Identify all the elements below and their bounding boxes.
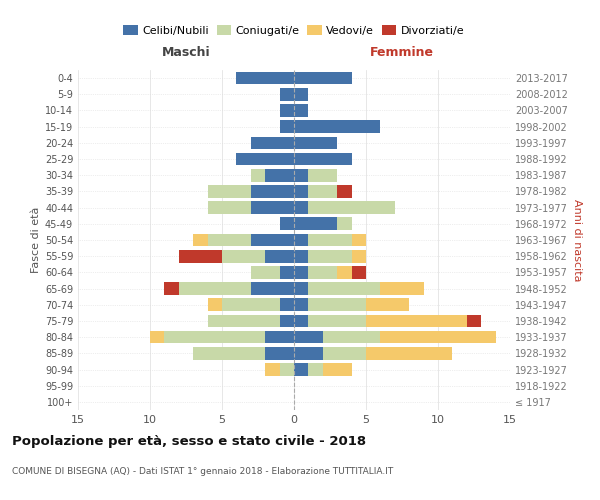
Y-axis label: Fasce di età: Fasce di età — [31, 207, 41, 273]
Bar — [280, 298, 294, 311]
Bar — [308, 363, 323, 376]
Bar — [265, 347, 294, 360]
Bar — [323, 347, 366, 360]
Bar — [164, 282, 179, 295]
Text: COMUNE DI BISEGNA (AQ) - Dati ISTAT 1° gennaio 2018 - Elaborazione TUTTITALIA.IT: COMUNE DI BISEGNA (AQ) - Dati ISTAT 1° g… — [12, 468, 393, 476]
Bar — [294, 218, 337, 230]
Bar — [294, 104, 308, 117]
Bar — [308, 298, 366, 311]
Bar — [380, 282, 424, 295]
Bar — [294, 331, 323, 344]
Bar — [280, 104, 294, 117]
Bar — [280, 363, 294, 376]
Bar — [337, 218, 352, 230]
Bar — [222, 250, 265, 262]
Bar — [308, 202, 395, 214]
Bar — [294, 347, 323, 360]
Bar — [208, 298, 222, 311]
Bar — [251, 266, 280, 278]
Bar — [294, 152, 352, 166]
Bar — [164, 331, 265, 344]
Bar — [236, 152, 294, 166]
Bar — [294, 136, 337, 149]
Bar — [308, 169, 337, 181]
Bar — [337, 185, 352, 198]
Bar — [294, 72, 352, 85]
Bar — [294, 266, 308, 278]
Bar — [352, 234, 366, 246]
Bar — [193, 347, 265, 360]
Bar — [294, 363, 308, 376]
Bar — [294, 169, 308, 181]
Bar — [294, 234, 308, 246]
Bar — [280, 88, 294, 101]
Bar — [251, 234, 294, 246]
Bar — [280, 266, 294, 278]
Bar — [323, 363, 352, 376]
Bar — [352, 250, 366, 262]
Bar — [251, 202, 294, 214]
Bar — [308, 282, 380, 295]
Bar — [294, 314, 308, 328]
Bar — [308, 314, 366, 328]
Bar — [294, 88, 308, 101]
Bar — [294, 282, 308, 295]
Bar — [251, 169, 265, 181]
Y-axis label: Anni di nascita: Anni di nascita — [572, 198, 581, 281]
Bar — [265, 169, 294, 181]
Text: Femmine: Femmine — [370, 46, 434, 59]
Bar — [308, 266, 337, 278]
Text: Popolazione per età, sesso e stato civile - 2018: Popolazione per età, sesso e stato civil… — [12, 435, 366, 448]
Bar — [366, 298, 409, 311]
Bar — [265, 331, 294, 344]
Bar — [208, 314, 280, 328]
Bar — [323, 331, 380, 344]
Bar — [208, 234, 251, 246]
Bar — [308, 234, 352, 246]
Bar — [280, 218, 294, 230]
Bar — [294, 298, 308, 311]
Bar — [366, 347, 452, 360]
Legend: Celibi/Nubili, Coniugati/e, Vedovi/e, Divorziati/e: Celibi/Nubili, Coniugati/e, Vedovi/e, Di… — [119, 21, 469, 40]
Bar — [179, 250, 222, 262]
Bar — [294, 250, 308, 262]
Bar — [294, 202, 308, 214]
Bar — [265, 250, 294, 262]
Bar — [337, 266, 352, 278]
Bar — [280, 314, 294, 328]
Bar — [251, 136, 294, 149]
Bar — [208, 202, 251, 214]
Bar — [294, 185, 308, 198]
Bar — [308, 185, 337, 198]
Bar — [265, 363, 280, 376]
Bar — [380, 331, 496, 344]
Bar — [294, 120, 380, 133]
Bar — [208, 185, 251, 198]
Bar — [308, 250, 352, 262]
Bar — [236, 72, 294, 85]
Bar — [179, 282, 251, 295]
Bar — [467, 314, 481, 328]
Bar — [280, 120, 294, 133]
Bar — [366, 314, 467, 328]
Bar — [352, 266, 366, 278]
Bar — [251, 282, 294, 295]
Bar — [222, 298, 280, 311]
Bar — [251, 185, 294, 198]
Bar — [193, 234, 208, 246]
Bar — [150, 331, 164, 344]
Text: Maschi: Maschi — [161, 46, 211, 59]
